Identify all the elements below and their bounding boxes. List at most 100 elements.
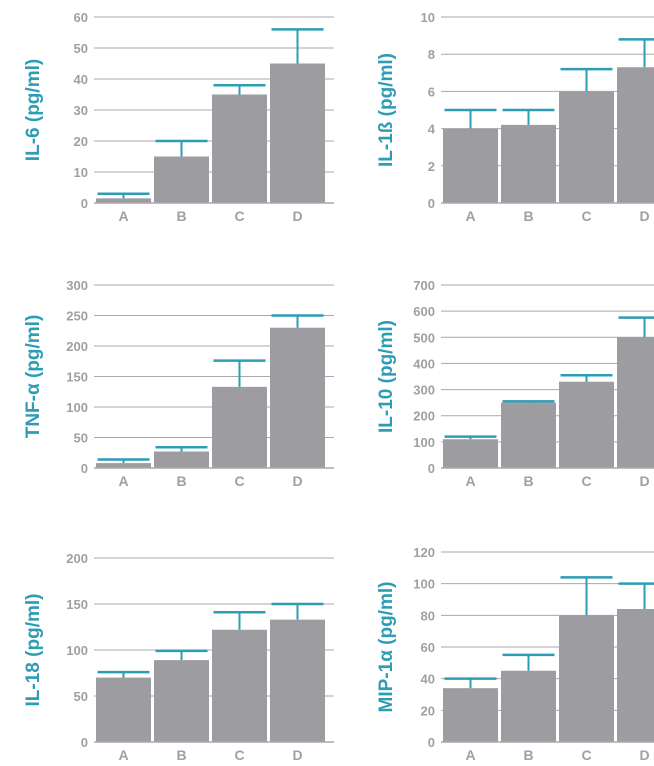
bar-A bbox=[443, 128, 498, 203]
category-label: B bbox=[176, 747, 186, 763]
y-tick-label: 0 bbox=[428, 735, 435, 750]
y-tick-label: 60 bbox=[74, 10, 88, 25]
y-tick-label: 10 bbox=[421, 10, 435, 25]
category-label: C bbox=[234, 208, 244, 224]
y-tick-label: 100 bbox=[413, 435, 435, 450]
bar-D bbox=[270, 327, 325, 468]
y-tick-label: 80 bbox=[421, 608, 435, 623]
category-label: A bbox=[465, 208, 475, 224]
y-tick-label: 300 bbox=[413, 383, 435, 398]
bar-B bbox=[154, 451, 209, 468]
category-label: B bbox=[176, 473, 186, 489]
y-tick-label: 100 bbox=[413, 577, 435, 592]
y-tick-label: 250 bbox=[66, 309, 88, 324]
chart-panel-4: A B C D 0 100 200 300 400 500 600 700 IL-10 (pg/ml) bbox=[376, 278, 654, 489]
y-tick-label: 20 bbox=[74, 134, 88, 149]
category-label: C bbox=[581, 747, 591, 763]
y-tick-label: 150 bbox=[66, 597, 88, 612]
category-label: A bbox=[118, 747, 128, 763]
y-axis-label: MIP-1α (pg/ml) bbox=[376, 582, 397, 713]
category-label: A bbox=[465, 473, 475, 489]
y-tick-label: 200 bbox=[66, 339, 88, 354]
y-tick-label: 6 bbox=[428, 84, 435, 99]
y-tick-label: 400 bbox=[413, 356, 435, 371]
y-tick-label: 600 bbox=[413, 304, 435, 319]
y-tick-label: 150 bbox=[66, 370, 88, 385]
y-tick-label: 2 bbox=[428, 159, 435, 174]
y-tick-label: 200 bbox=[66, 551, 88, 566]
category-label: A bbox=[465, 747, 475, 763]
y-tick-label: 40 bbox=[421, 672, 435, 687]
y-tick-label: 500 bbox=[413, 330, 435, 345]
bar-A bbox=[443, 439, 498, 468]
y-tick-label: 100 bbox=[66, 400, 88, 415]
y-tick-label: 100 bbox=[66, 643, 88, 658]
bar-B bbox=[154, 156, 209, 203]
y-axis-label: IL-1ß (pg/ml) bbox=[376, 53, 397, 167]
bar-D bbox=[270, 619, 325, 742]
y-tick-label: 0 bbox=[81, 735, 88, 750]
y-tick-label: 300 bbox=[66, 278, 88, 293]
bar-D bbox=[617, 337, 654, 468]
chart-panel-6: A B C D 0 20 40 60 80 100 120 MIP-1α (pg/ml) bbox=[376, 545, 654, 763]
chart-panel-5: A B C D 0 50 100 150 200 IL-18 (pg/ml) bbox=[23, 551, 334, 763]
y-tick-label: 0 bbox=[428, 196, 435, 211]
category-label: D bbox=[639, 208, 649, 224]
bar-B bbox=[501, 124, 556, 203]
category-label: D bbox=[292, 473, 302, 489]
chart-panel-1: A B C D 0 10 20 30 40 50 60 IL-6 (pg/ml) bbox=[23, 10, 334, 224]
bar-C bbox=[212, 629, 267, 742]
bar-A bbox=[96, 463, 151, 468]
y-axis-label: IL-10 (pg/ml) bbox=[376, 320, 397, 433]
y-tick-label: 0 bbox=[428, 461, 435, 476]
category-label: B bbox=[523, 473, 533, 489]
bar-C bbox=[559, 615, 614, 742]
bar-C bbox=[559, 91, 614, 203]
y-axis-label: IL-6 (pg/ml) bbox=[23, 59, 44, 161]
bar-A bbox=[443, 688, 498, 742]
category-label: A bbox=[118, 473, 128, 489]
y-tick-label: 50 bbox=[74, 431, 88, 446]
category-label: D bbox=[639, 473, 649, 489]
category-label: D bbox=[292, 208, 302, 224]
bar-A bbox=[96, 677, 151, 742]
bar-C bbox=[212, 94, 267, 203]
y-axis-label: IL-18 (pg/ml) bbox=[23, 594, 44, 707]
category-label: D bbox=[292, 747, 302, 763]
category-label: C bbox=[234, 473, 244, 489]
bar-D bbox=[270, 63, 325, 203]
category-label: A bbox=[118, 208, 128, 224]
chart-panel-2: A B C D 0 2 4 6 8 10 IL-1ß (pg/ml) bbox=[376, 10, 654, 224]
y-tick-label: 30 bbox=[74, 103, 88, 118]
category-label: B bbox=[523, 208, 533, 224]
bar-D bbox=[617, 609, 654, 742]
category-label: D bbox=[639, 747, 649, 763]
bar-D bbox=[617, 67, 654, 203]
bar-C bbox=[212, 386, 267, 468]
y-tick-label: 0 bbox=[81, 196, 88, 211]
y-tick-label: 200 bbox=[413, 409, 435, 424]
category-label: B bbox=[176, 208, 186, 224]
y-tick-label: 50 bbox=[74, 41, 88, 56]
category-label: B bbox=[523, 747, 533, 763]
y-tick-label: 60 bbox=[421, 640, 435, 655]
category-label: C bbox=[234, 747, 244, 763]
y-tick-label: 700 bbox=[413, 278, 435, 293]
y-tick-label: 10 bbox=[74, 165, 88, 180]
bar-B bbox=[501, 670, 556, 742]
y-tick-label: 8 bbox=[428, 47, 435, 62]
y-tick-label: 4 bbox=[428, 122, 436, 137]
bar-C bbox=[559, 381, 614, 468]
y-axis-label: TNF-α (pg/ml) bbox=[23, 315, 44, 439]
category-label: C bbox=[581, 208, 591, 224]
y-tick-label: 50 bbox=[74, 689, 88, 704]
y-tick-label: 40 bbox=[74, 72, 88, 87]
y-tick-label: 120 bbox=[413, 545, 435, 560]
bar-B bbox=[154, 660, 209, 742]
y-tick-label: 20 bbox=[421, 703, 435, 718]
bar-B bbox=[501, 402, 556, 468]
chart-panel-3: A B C D 0 50 100 150 200 250 300 TNF-α (pg/ml) bbox=[23, 278, 334, 489]
bar-A bbox=[96, 198, 151, 203]
y-tick-label: 0 bbox=[81, 461, 88, 476]
